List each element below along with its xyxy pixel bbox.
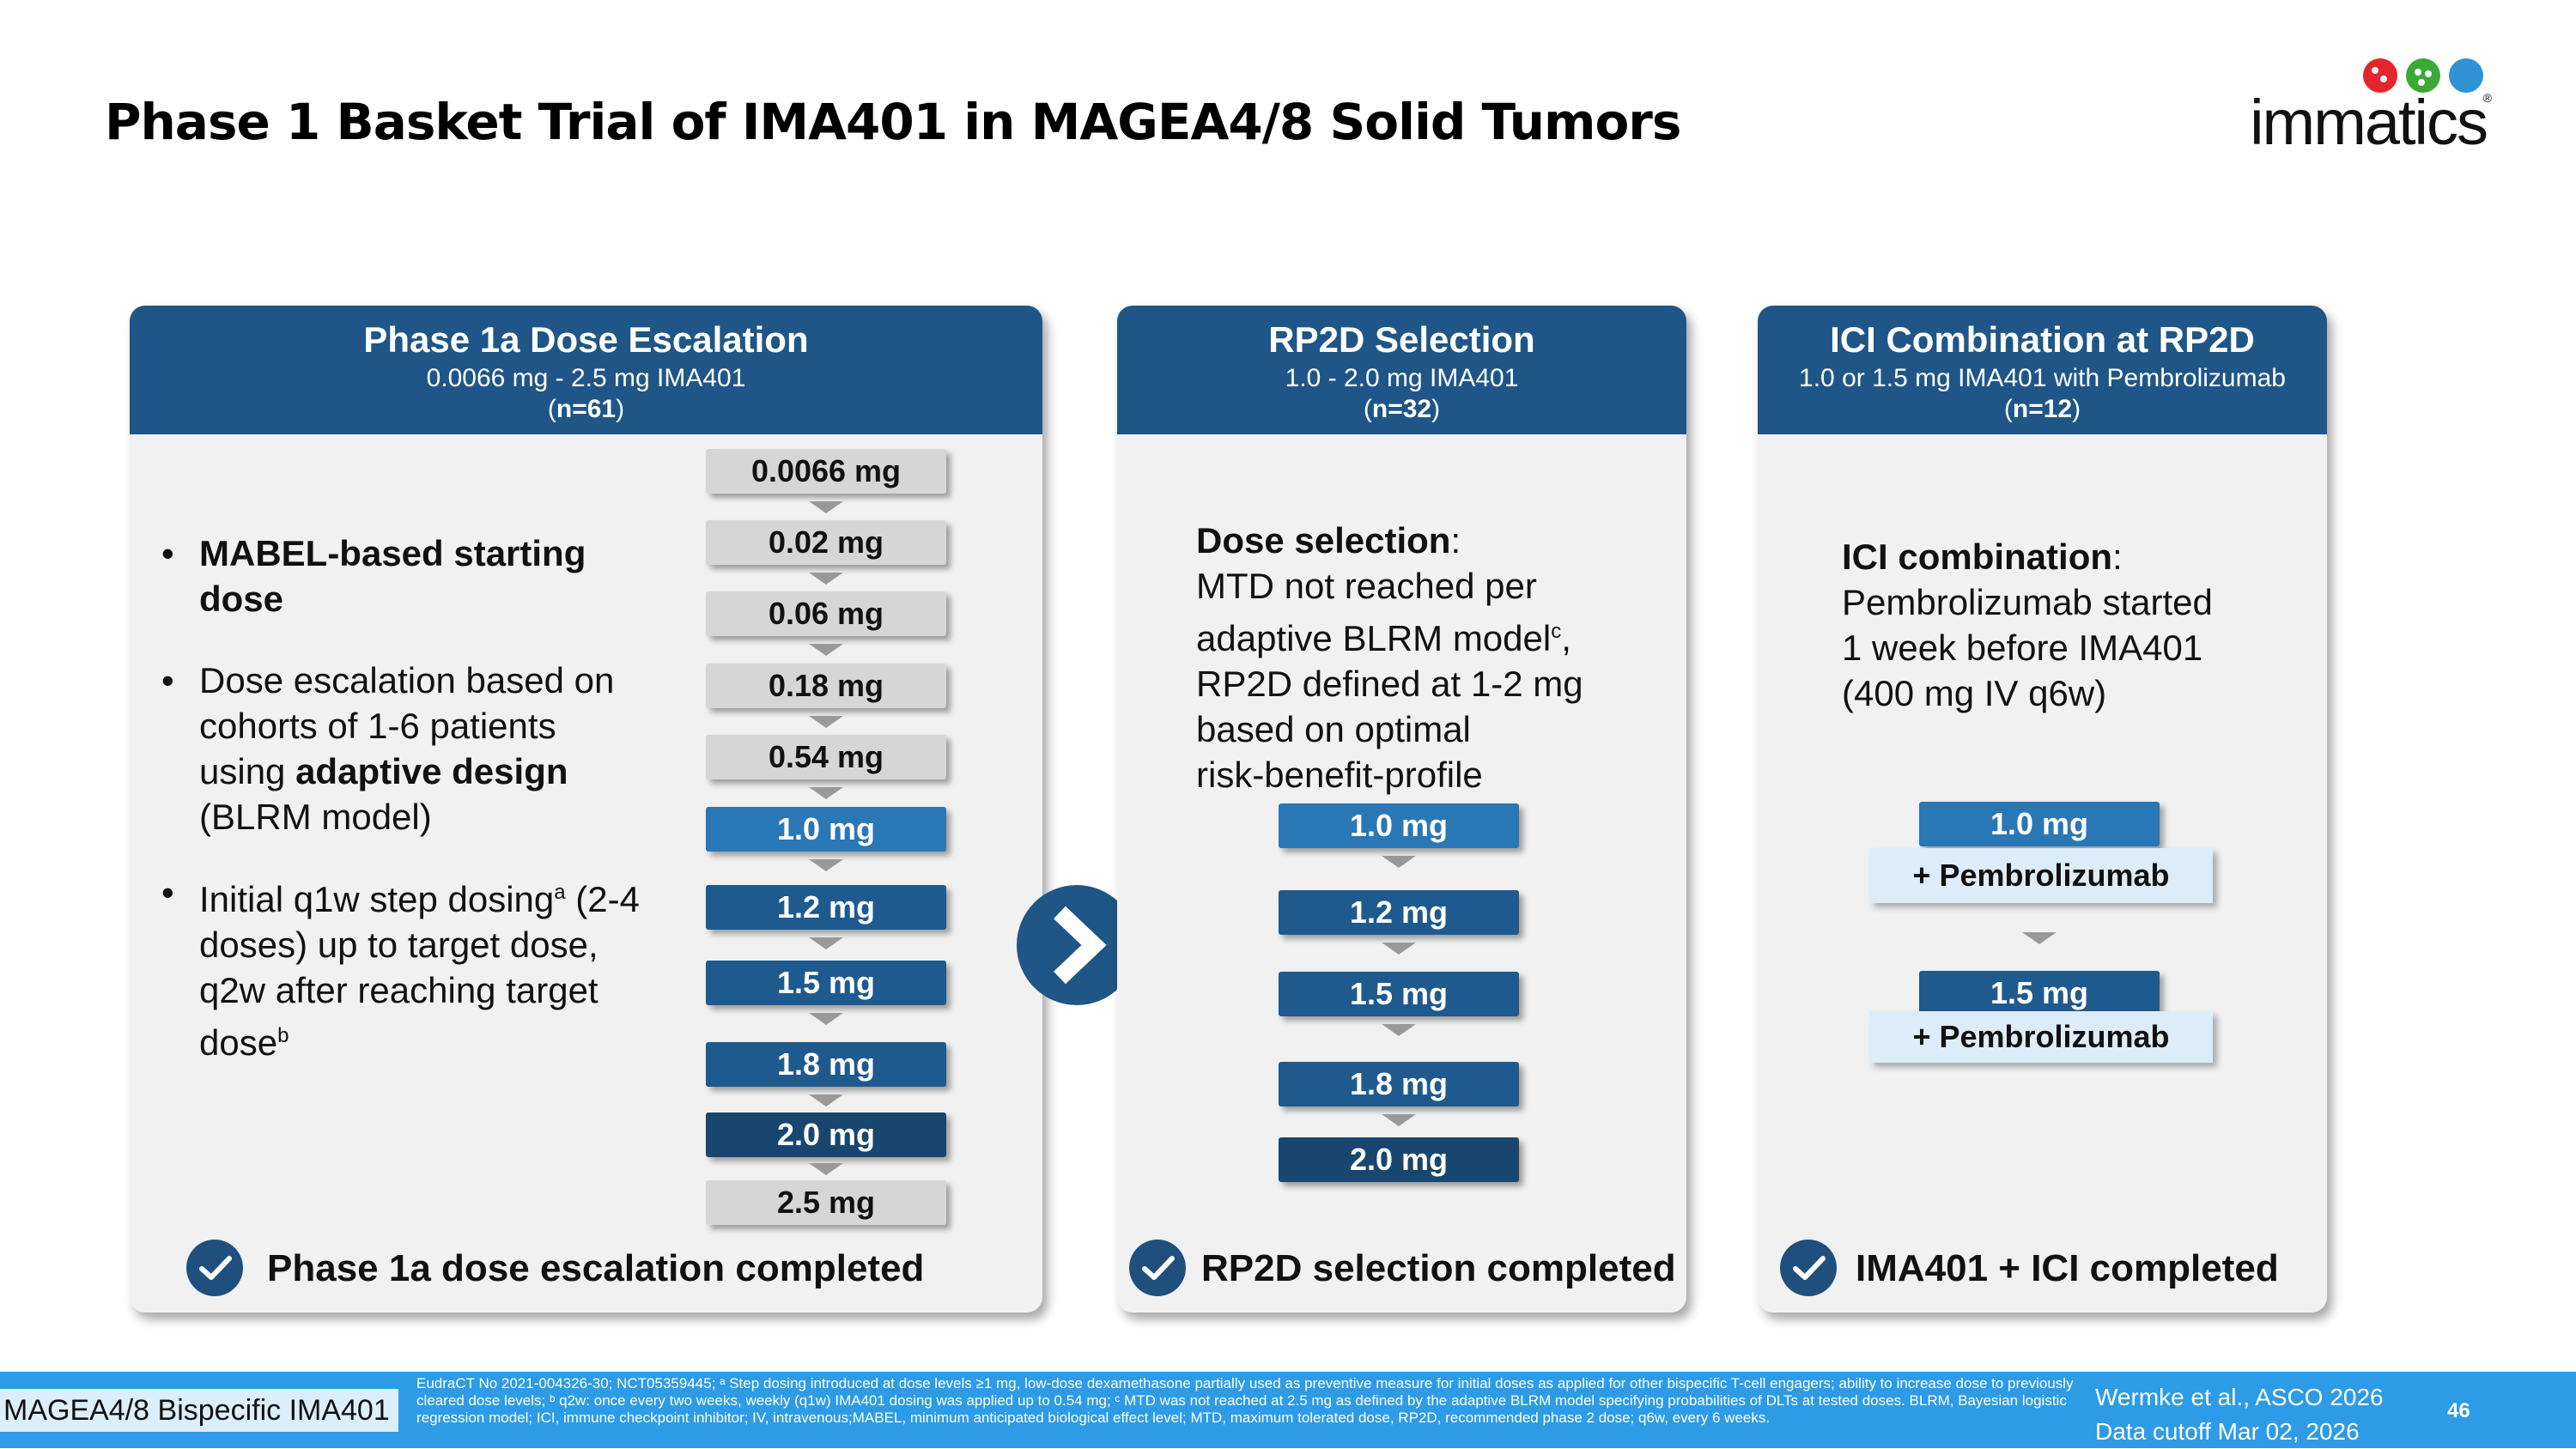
dose-box: 0.0066 mg (706, 449, 946, 494)
immatics-logo: immatics ® (2224, 53, 2492, 158)
panel-n: (n=61) (547, 395, 625, 423)
dose-box: 1.2 mg (706, 885, 946, 930)
dose-box: 2.0 mg (1279, 1137, 1519, 1182)
down-arrow-icon (809, 787, 843, 799)
page-title: Phase 1 Basket Trial of IMA401 in MAGEA4… (105, 93, 1681, 151)
panel-heading: ICI Combination at RP2D (1830, 319, 2255, 360)
panel-heading: Phase 1a Dose Escalation (363, 319, 809, 360)
down-arrow-icon (809, 644, 843, 656)
panel-header: RP2D Selection 1.0 - 2.0 mg IMA401 (n=32… (1117, 306, 1686, 434)
down-arrow-icon (809, 1013, 843, 1025)
dose-box: 1.5 mg (706, 961, 946, 1005)
logo-dots-icon (2363, 58, 2483, 93)
completed-label: IMA401 + ICI completed (1856, 1247, 2279, 1289)
dose-box: 1.8 mg (706, 1042, 946, 1087)
reference-cutoff: Data cutoff Mar 02, 2026 (2095, 1418, 2360, 1445)
dose-box: 0.06 mg (706, 591, 946, 636)
down-arrow-icon (1382, 943, 1416, 955)
down-arrow-icon (1382, 1024, 1416, 1036)
ici-combination-text: ICI combination: Pembrolizumab started 1… (1842, 537, 2213, 713)
chevron-right-icon (1017, 885, 1137, 1005)
panel-n: (n=12) (2003, 395, 2081, 423)
dose-box: 0.02 mg (706, 520, 946, 565)
dose-selection-text: Dose selection: MTD not reached per adap… (1196, 520, 1583, 795)
dose-box: 1.8 mg (1279, 1062, 1519, 1106)
dose-box: 2.0 mg (706, 1113, 946, 1157)
down-arrow-icon (809, 937, 843, 949)
down-arrow-icon (809, 501, 843, 513)
footer-tag: MAGEA4/8 Bispecific IMA401 (0, 1389, 398, 1432)
panel-heading: RP2D Selection (1268, 319, 1535, 360)
bullet-adaptive: • Dose escalation based on cohorts of 1-6… (161, 660, 615, 837)
logo-wordmark: immatics (2250, 87, 2488, 158)
pembrolizumab-box: + Pembrolizumab (1869, 848, 2213, 903)
dose-box: 0.54 mg (706, 735, 946, 779)
panel-n: (n=32) (1363, 395, 1441, 423)
bullet-step-dosing: • Initial q1w step dosinga (2-4 doses) up… (161, 872, 640, 1063)
panel-dose-escalation: Phase 1a Dose Escalation 0.0066 mg - 2.5… (130, 306, 1042, 1313)
dose-box: 0.18 mg (706, 664, 946, 708)
down-arrow-icon (1382, 856, 1416, 868)
panel-ici-combination: ICI Combination at RP2D 1.0 or 1.5 mg IM… (1758, 306, 2327, 1313)
down-arrow-icon (809, 1094, 843, 1106)
panel-header: Phase 1a Dose Escalation 0.0066 mg - 2.5… (130, 306, 1042, 434)
pembrolizumab-box: + Pembrolizumab (1869, 1011, 2213, 1063)
dose-box: 1.0 mg (1919, 802, 2160, 846)
down-arrow-icon (809, 573, 843, 585)
footer-bar: MAGEA4/8 Bispecific IMA401 EudraCT No 20… (0, 1372, 2576, 1448)
panel-subheading: 1.0 - 2.0 mg IMA401 (1285, 364, 1519, 392)
dose-box: 1.0 mg (1279, 803, 1519, 848)
dose-box: 1.2 mg (1279, 890, 1519, 935)
dose-box: 2.5 mg (706, 1180, 946, 1225)
panel-subheading: 1.0 or 1.5 mg IMA401 with Pembrolizumab (1799, 364, 2286, 392)
down-arrow-icon (1382, 1114, 1416, 1126)
footnote: EudraCT No 2021-004326-30; NCT05359445; … (416, 1375, 2074, 1426)
down-arrow-icon (809, 859, 843, 871)
reference-citation: Wermke et al., ASCO 2026 (2095, 1384, 2384, 1410)
checkmark-icon (186, 1240, 243, 1296)
dose-box: 1.0 mg (706, 807, 946, 852)
completed-label: RP2D selection completed (1201, 1247, 1676, 1289)
checkmark-icon (1780, 1240, 1837, 1296)
panel-rp2d-selection: RP2D Selection 1.0 - 2.0 mg IMA401 (n=32… (1117, 306, 1686, 1313)
bullet-mabel: • MABEL-based starting dose (161, 533, 586, 619)
completed-label: Phase 1a dose escalation completed (267, 1247, 925, 1289)
logo-registered: ® (2482, 91, 2492, 105)
reference: Wermke et al., ASCO 2026 Data cutoff Mar… (2095, 1380, 2384, 1449)
dose-box: 1.5 mg (1279, 972, 1519, 1016)
page-number: 46 (2447, 1399, 2470, 1422)
panel-header: ICI Combination at RP2D 1.0 or 1.5 mg IM… (1758, 306, 2327, 434)
dose-box: 1.5 mg (1919, 971, 2160, 1016)
down-arrow-icon (809, 716, 843, 728)
down-arrow-icon (809, 1163, 843, 1175)
panel-subheading: 0.0066 mg - 2.5 mg IMA401 (426, 364, 746, 392)
down-arrow-icon (2022, 932, 2057, 944)
checkmark-icon (1129, 1240, 1186, 1296)
